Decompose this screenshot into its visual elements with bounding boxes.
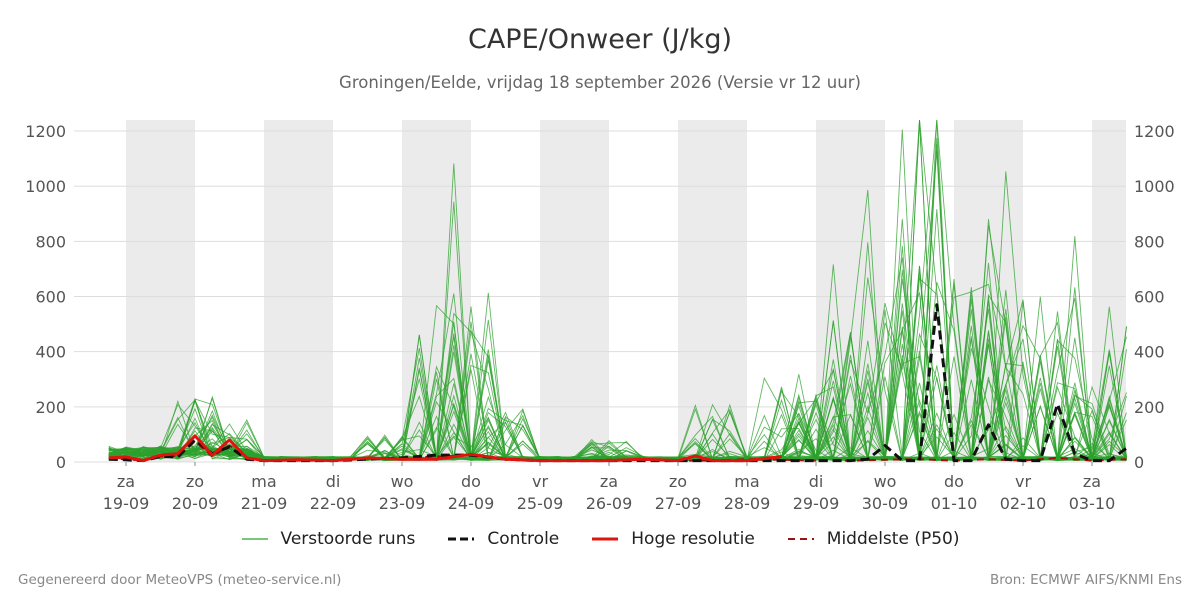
x-tick-day: do [944,472,964,491]
x-tick-day: wo [874,472,897,491]
x-tick-date: 25-09 [517,494,564,513]
x-tick-date: 26-09 [586,494,633,513]
x-tick-date: 20-09 [172,494,219,513]
y-tick-label-right: 0 [1134,453,1144,472]
footer-source: Bron: ECMWF AIFS/KNMI Ens [989,572,1182,588]
x-tick-day: wo [391,472,414,491]
y-tick-label: 200 [35,398,66,417]
x-tick-date: 29-09 [793,494,840,513]
x-axis: za 19-09 zo 20-09 ma 21-09 di 22-09 wo 23-09 do 24-… [103,462,1116,513]
y-tick-label: 0 [56,453,66,472]
y-tick-label-right: 800 [1134,232,1165,251]
y-axis-right: 0 200 400 600 800 1000 1200 [1134,122,1175,472]
x-tick-day: za [117,472,135,491]
y-tick-label-right: 1200 [1134,122,1175,141]
x-tick-day: za [1083,472,1101,491]
y-tick-label-right: 400 [1134,343,1165,362]
y-tick-label-right: 600 [1134,288,1165,307]
night-band [264,120,333,462]
legend-label-control: Controle [487,529,560,549]
legend-swatch-control [448,537,475,541]
legend-swatch-hires [592,537,619,541]
x-tick-date: 30-09 [862,494,909,513]
x-tick-date: 19-09 [103,494,150,513]
legend-swatch-ensemble [241,538,268,540]
x-tick-day: zo [186,472,204,491]
x-tick-day: ma [251,472,276,491]
x-tick-date: 21-09 [241,494,288,513]
y-tick-label: 1000 [25,177,66,196]
legend-label-ensemble: Verstoorde runs [280,529,416,549]
legend-item-ensemble[interactable]: Verstoorde runs [241,529,416,549]
legend-item-hires[interactable]: Hoge resolutie [591,529,755,549]
x-tick-date: 28-09 [724,494,771,513]
x-tick-date: 24-09 [448,494,495,513]
y-tick-label-right: 200 [1134,398,1165,417]
x-tick-day: ma [734,472,759,491]
x-tick-day: di [326,472,341,491]
y-tick-label: 800 [35,232,66,251]
x-tick-date: 27-09 [655,494,702,513]
x-tick-day: za [600,472,618,491]
x-tick-day: zo [669,472,687,491]
x-tick-date: 03-10 [1069,494,1116,513]
y-tick-label: 1200 [25,122,66,141]
y-tick-label-right: 1000 [1134,177,1175,196]
x-tick-date: 01-10 [931,494,978,513]
legend-item-median[interactable]: Middelste (P50) [787,529,960,549]
x-tick-day: do [461,472,481,491]
night-band [678,120,747,462]
legend-swatch-median [787,538,814,540]
night-band [540,120,609,462]
night-band [126,120,195,462]
y-tick-label: 600 [35,288,66,307]
legend: Verstoorde runs Controle Hoge resolutie … [0,529,1200,549]
x-tick-day: di [809,472,824,491]
x-tick-date: 23-09 [379,494,426,513]
main-lines [108,303,1128,463]
chart-title: CAPE/Onweer (J/kg) [467,24,732,55]
y-axis-left: 0 200 400 600 800 1000 1200 [25,122,66,472]
median-line [108,440,1127,462]
y-tick-label: 400 [35,343,66,362]
x-tick-day: vr [532,472,548,491]
legend-label-median: Middelste (P50) [826,529,960,549]
x-tick-date: 02-10 [1000,494,1047,513]
footer-generated-by: Gegenereerd door MeteoVPS (meteo-service… [18,572,342,588]
chart-subtitle: Groningen/Eelde, vrijdag 18 september 20… [339,73,861,92]
legend-item-control[interactable]: Controle [447,529,559,549]
legend-label-hires: Hoge resolutie [631,529,755,549]
x-tick-date: 22-09 [310,494,357,513]
x-tick-day: vr [1015,472,1031,491]
control-line [108,303,1128,463]
hires-line [108,434,782,463]
